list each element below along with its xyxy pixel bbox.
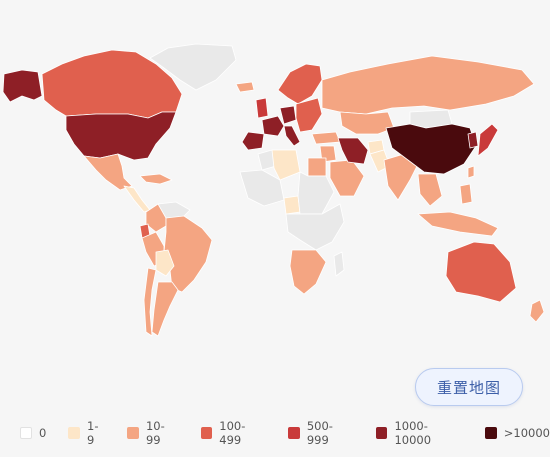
region-china[interactable]	[385, 123, 477, 175]
region-venezuela[interactable]	[157, 201, 191, 221]
legend-item[interactable]: 0	[20, 426, 46, 440]
region-russia[interactable]	[321, 55, 535, 115]
region-brazil[interactable]	[163, 215, 213, 293]
world-map[interactable]	[0, 0, 550, 400]
region-argentina[interactable]	[151, 281, 179, 337]
region-france[interactable]	[261, 115, 285, 137]
region-japan[interactable]	[477, 123, 499, 157]
legend-swatch	[20, 427, 32, 439]
region-bolivia[interactable]	[155, 249, 175, 277]
region-scandinavia[interactable]	[277, 63, 323, 105]
legend-swatch	[288, 427, 300, 439]
region-eastern-europe[interactable]	[295, 97, 323, 133]
region-arabia[interactable]	[329, 159, 365, 197]
legend-item[interactable]: 100-499	[200, 419, 267, 447]
region-egypt[interactable]	[307, 157, 327, 177]
region-iran[interactable]	[337, 137, 369, 165]
region-new-zealand[interactable]	[529, 299, 545, 323]
region-madagascar[interactable]	[333, 251, 345, 277]
legend-label: 1-9	[87, 419, 99, 447]
region-algeria[interactable]	[271, 149, 301, 181]
region-turkey[interactable]	[311, 131, 341, 145]
region-taiwan[interactable]	[467, 165, 475, 179]
legend-label: 500-999	[306, 419, 333, 447]
legend-label: 10-99	[145, 419, 165, 447]
legend-label: >10000	[503, 426, 550, 440]
region-australia[interactable]	[445, 241, 517, 303]
legend-swatch	[375, 427, 388, 439]
region-southern-africa[interactable]	[289, 249, 327, 295]
legend-item[interactable]: 10-99	[127, 419, 178, 447]
region-united-kingdom[interactable]	[255, 97, 269, 119]
region-italy[interactable]	[283, 125, 301, 147]
legend-label: 1000-10000	[394, 419, 432, 447]
region-united-states[interactable]	[65, 111, 177, 161]
legend-label: 0	[39, 426, 47, 440]
region-mexico[interactable]	[83, 153, 133, 191]
legend-swatch	[200, 427, 213, 439]
region-east-africa[interactable]	[285, 203, 345, 251]
legend-item[interactable]: >10000	[484, 426, 550, 440]
region-greenland[interactable]	[149, 43, 237, 91]
region-germany[interactable]	[279, 105, 297, 125]
legend-item[interactable]: 1-9	[68, 419, 105, 447]
legend-label: 100-499	[219, 419, 246, 447]
region-caribbean[interactable]	[139, 173, 173, 185]
legend-item[interactable]: 500-999	[288, 419, 354, 447]
region-central-america[interactable]	[123, 185, 151, 213]
region-chile[interactable]	[143, 267, 157, 337]
region-iceland[interactable]	[235, 81, 255, 93]
region-central-africa[interactable]	[297, 171, 335, 215]
region-philippines[interactable]	[459, 183, 473, 205]
reset-map-button[interactable]: 重置地图	[415, 368, 523, 406]
legend-item[interactable]: 1000-10000	[375, 419, 463, 447]
region-indonesia[interactable]	[417, 211, 499, 237]
region-korea[interactable]	[467, 131, 479, 149]
map-legend: 0 1-9 10-99 100-499 500-999 1000-10000 >10000	[20, 419, 550, 447]
region-kazakhstan[interactable]	[339, 111, 395, 135]
region-alaska[interactable]	[2, 69, 43, 103]
region-southeast-asia[interactable]	[417, 173, 443, 207]
legend-swatch	[484, 427, 497, 439]
legend-swatch	[127, 427, 139, 439]
region-spain[interactable]	[241, 131, 265, 151]
world-map-svg[interactable]	[0, 0, 550, 400]
legend-swatch	[68, 427, 80, 439]
region-nigeria[interactable]	[283, 195, 301, 215]
